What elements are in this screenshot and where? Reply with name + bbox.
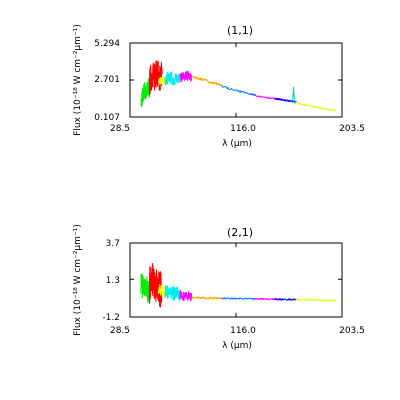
panel-2-xlabel: λ (μm) (222, 341, 252, 351)
panel-1-series-line-4 (164, 71, 181, 86)
panel-2: (2,1) 3.7 1.3 -1.2 28.5 116.0 203.5 λ (μ… (73, 224, 365, 351)
panel-2-ytick-bottom: -1.2 (102, 313, 120, 323)
panel-2-series-line-7 (221, 297, 256, 300)
panel-2-series-line-1 (140, 273, 151, 305)
panel-2-series-line-2 (148, 263, 163, 308)
panel-2-ticks (129, 242, 343, 318)
panel-2-xtick-mid: 116.0 (230, 326, 256, 336)
panel-2-series-line-10 (295, 298, 337, 302)
panel-1-ylabel: Flux (10⁻¹⁸ W cm⁻²μm⁻¹) (73, 24, 83, 136)
panel-1-series-line-11 (295, 101, 337, 112)
panel-1: (1,1) 5.294 2.701 0.107 28.5 116.0 203.5… (73, 24, 365, 149)
panel-1-series-line-3 (158, 75, 167, 86)
panel-2-series-line-5 (179, 290, 193, 302)
panel-2-xtick-right: 203.5 (339, 326, 365, 336)
panel-1-series-line-6 (191, 75, 222, 86)
panel-2-series-line-9 (274, 297, 297, 301)
panel-2-ytick-top: 3.7 (106, 239, 120, 249)
panel-2-series-line-6 (191, 296, 222, 300)
panel-1-xtick-right: 203.5 (339, 124, 365, 134)
panel-1-series-line-7 (221, 84, 256, 96)
panel-2-ytick-mid: 1.3 (106, 276, 120, 286)
panel-1-series (140, 60, 337, 112)
panel-2-series-line-4 (164, 285, 181, 302)
panel-1-xtick-left: 28.5 (110, 124, 130, 134)
panel-2-series-line-3 (157, 284, 167, 298)
panel-1-xlabel: λ (μm) (222, 139, 252, 149)
panel-1-series-line-10 (291, 86, 296, 102)
panel-1-series-line-5 (179, 70, 193, 83)
panel-2-series (140, 263, 337, 308)
panel-1-xtick-mid: 116.0 (230, 124, 256, 134)
panel-1-series-line-1 (140, 78, 151, 108)
panel-1-series-line-9 (274, 97, 297, 104)
panel-1-title: (1,1) (227, 24, 253, 37)
panel-2-title: (2,1) (227, 226, 253, 239)
panel-1-ytick-top: 5.294 (94, 39, 120, 49)
panel-1-ytick-mid: 2.701 (94, 75, 120, 85)
panel-1-ticks (129, 42, 343, 118)
panel-1-ytick-bottom: 0.107 (94, 113, 120, 123)
panel-2-ylabel: Flux (10⁻¹⁸ W cm⁻²μm⁻¹) (73, 224, 83, 336)
panel-2-xtick-left: 28.5 (110, 326, 130, 336)
